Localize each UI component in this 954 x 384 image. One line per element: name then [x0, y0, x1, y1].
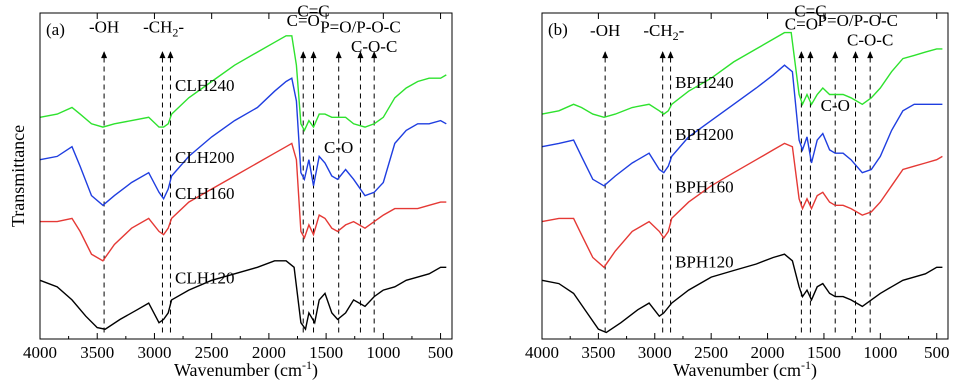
panel-b: BPH120 BPH160 BPH200 BPH240 -OH -CH2- C=OC=C C-… [525, 1, 949, 381]
series-line-clh240 [39, 35, 447, 132]
series-label: BPH200 [675, 125, 734, 144]
band-annotation: C-O [324, 138, 353, 157]
x-axis-title: Wavenumber (cm-1) [673, 358, 817, 381]
arrow-head [807, 51, 814, 59]
x-tick-label: 4000 [23, 343, 57, 362]
arrow-head [832, 51, 839, 59]
series-line-bph120 [541, 253, 943, 334]
x-tick-label: 3500 [80, 343, 114, 362]
band-annotation: -CH2- [643, 21, 684, 43]
x-tick-label: 1500 [309, 343, 343, 362]
series-line-clh160 [40, 142, 447, 262]
series-label: CLH240 [175, 76, 235, 95]
arrow-head [335, 51, 342, 59]
series-label: CLH200 [175, 148, 235, 167]
x-tick-label: 1000 [366, 343, 400, 362]
x-tick-label: 1000 [863, 343, 897, 362]
arrow-head [852, 51, 859, 59]
x-tick-label: 500 [428, 343, 454, 362]
arrow-head [667, 51, 674, 59]
band-annotation: C-O-C [351, 37, 397, 56]
x-tick-label: 4000 [525, 343, 559, 362]
arrow-head [602, 51, 609, 59]
panel-a: CLH120 CLH160 CLH200 CLH240 -OH -CH2- C=OC=C C-… [8, 1, 453, 381]
arrow-head [310, 51, 317, 59]
x-tick-label: 3000 [638, 343, 672, 362]
series-line-bph200 [541, 64, 943, 187]
x-tick-label: 1500 [807, 343, 841, 362]
panel-label: (b) [548, 20, 568, 39]
plot-frame [541, 12, 949, 340]
band-annotation: C=O [785, 14, 818, 33]
series-label: BPH240 [675, 73, 734, 92]
series-line-bph240 [541, 31, 943, 119]
x-tick-label: 2000 [252, 343, 286, 362]
x-tick-label: 3500 [581, 343, 615, 362]
y-axis-title: Transmittance [8, 125, 28, 227]
band-annotation: P=O/P-O-C [320, 18, 400, 37]
arrow-head [371, 51, 378, 59]
arrow-head [101, 51, 108, 59]
band-annotation: -CH2- [143, 18, 184, 40]
arrow-head [300, 51, 307, 59]
x-tick-label: 2500 [694, 343, 728, 362]
plot-frame [39, 12, 453, 340]
series-label: CLH120 [175, 269, 235, 288]
arrow-head [167, 51, 174, 59]
band-annotation: C=C [794, 1, 826, 20]
arrow-head [159, 51, 166, 59]
panel-label: (a) [46, 20, 65, 39]
series-label: CLH160 [175, 184, 235, 203]
band-annotation: C-O-C [847, 31, 893, 50]
band-annotation: -OH [590, 21, 620, 40]
series-line-bph160 [541, 142, 943, 269]
band-annotation: C=C [297, 1, 329, 20]
arrow-head [798, 51, 805, 59]
series-line-clh120 [39, 260, 447, 331]
series-line-clh200 [39, 77, 447, 207]
x-tick-label: 500 [924, 343, 950, 362]
x-tick-label: 2000 [751, 343, 785, 362]
band-annotation: P=O/P-O-C [818, 11, 898, 30]
arrow-head [867, 51, 874, 59]
x-tick-label: 2500 [195, 343, 229, 362]
x-tick-label: 3000 [137, 343, 171, 362]
x-axis-title: Wavenumber (cm-1) [174, 358, 318, 381]
series-label: BPH120 [675, 252, 734, 271]
arrow-head [659, 51, 666, 59]
arrow-head [357, 51, 364, 59]
series-label: BPH160 [675, 177, 734, 196]
band-annotation: -OH [89, 18, 119, 37]
band-annotation: C=O [287, 11, 320, 30]
band-annotation: C-O [821, 96, 850, 115]
